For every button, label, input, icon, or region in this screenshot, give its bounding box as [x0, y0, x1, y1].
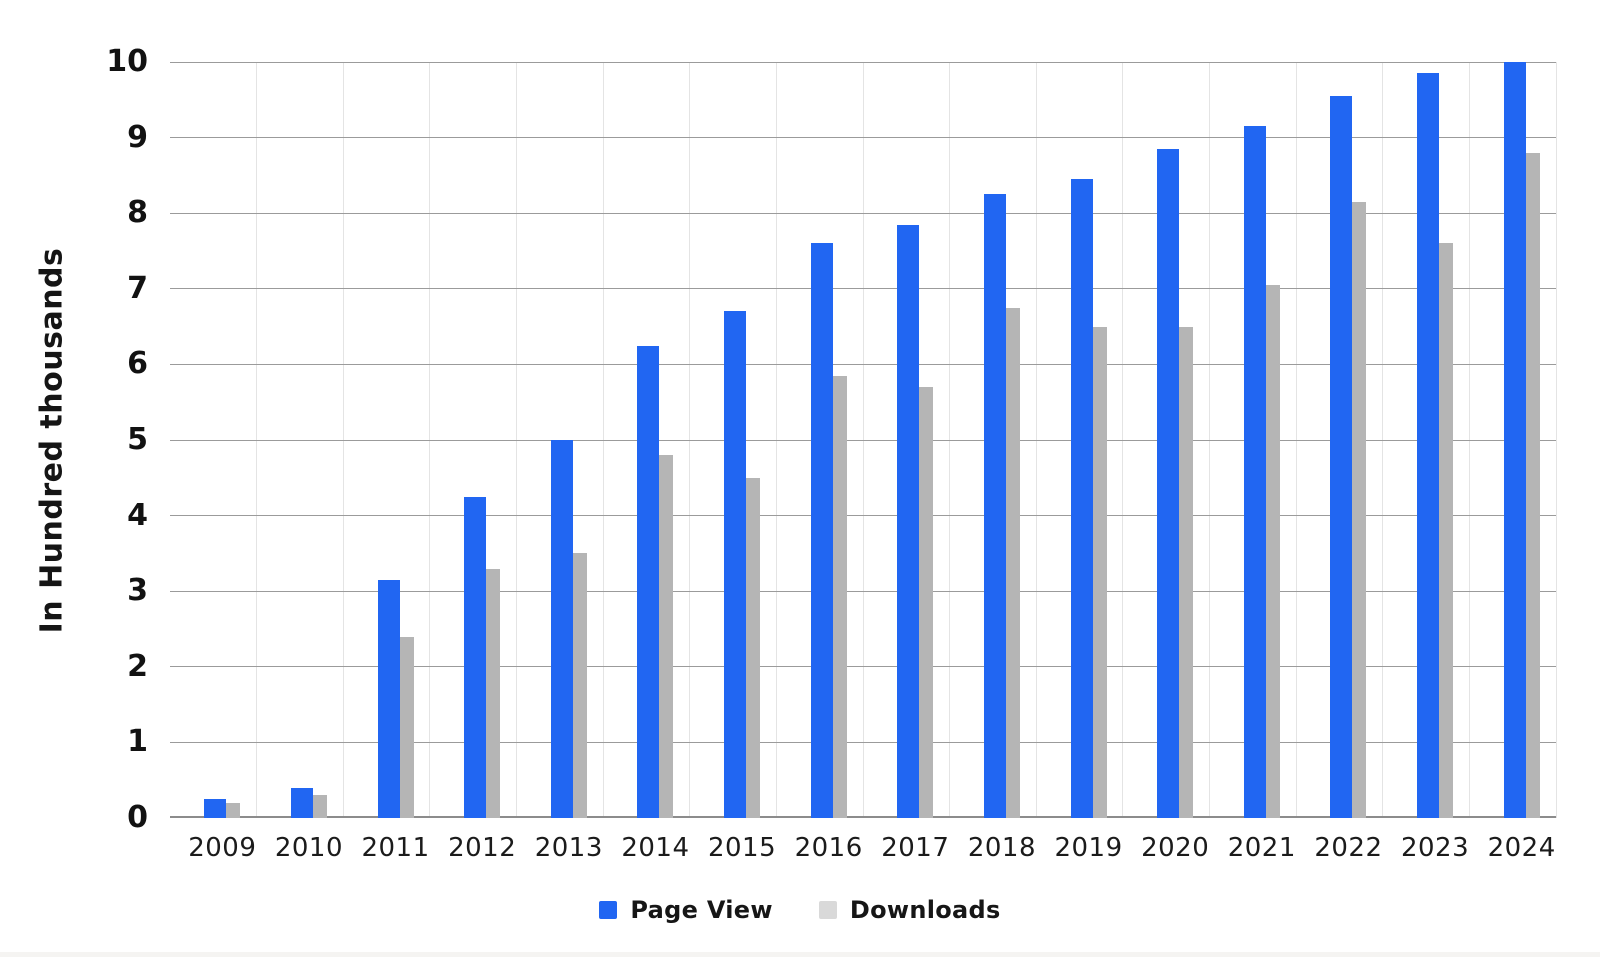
- bar-page-view-2022[interactable]: [1330, 96, 1353, 818]
- y-tick-label: 2: [127, 648, 148, 684]
- bar-downloads-2021[interactable]: [1265, 285, 1280, 818]
- x-tick-label-2014: 2014: [621, 833, 690, 863]
- bar-downloads-2022[interactable]: [1352, 201, 1367, 818]
- bar-downloads-2012[interactable]: [486, 568, 501, 818]
- plot-area: [170, 61, 1557, 818]
- gridline-horizontal: [170, 515, 1556, 517]
- page-view-swatch-icon: [599, 901, 618, 919]
- y-tick-label: 8: [127, 195, 148, 231]
- legend-item-page-view[interactable]: Page View: [599, 896, 773, 924]
- bar-downloads-2020[interactable]: [1179, 326, 1194, 818]
- x-tick-label-2024: 2024: [1487, 833, 1556, 863]
- x-tick-label-2019: 2019: [1054, 833, 1123, 863]
- legend-label-downloads: Downloads: [849, 896, 1001, 924]
- y-tick-label: 0: [127, 800, 148, 835]
- bar-page-view-2023[interactable]: [1417, 73, 1440, 818]
- x-tick-label-2023: 2023: [1400, 833, 1470, 863]
- x-tick-label-2016: 2016: [794, 833, 863, 863]
- y-tick-label: 1: [127, 724, 148, 760]
- legend-item-downloads[interactable]: Downloads: [818, 896, 1001, 924]
- bar-downloads-2019[interactable]: [1092, 326, 1107, 818]
- y-tick-label: 4: [127, 497, 148, 533]
- gridline-horizontal: [170, 666, 1556, 668]
- y-tick-label: 5: [127, 422, 148, 457]
- bar-downloads-2014[interactable]: [659, 455, 674, 818]
- bar-downloads-2018[interactable]: [1005, 307, 1020, 818]
- bar-downloads-2016[interactable]: [832, 375, 847, 818]
- gridline-horizontal: [170, 439, 1556, 441]
- gridline-horizontal: [170, 61, 1556, 63]
- bar-page-view-2019[interactable]: [1070, 179, 1093, 818]
- x-tick-label-2015: 2015: [707, 833, 777, 863]
- downloads-swatch-icon: [818, 901, 837, 919]
- y-tick-label: 6: [127, 346, 148, 382]
- gridline-horizontal: [170, 288, 1556, 290]
- bottom-strip: [0, 952, 1600, 957]
- bar-downloads-2015[interactable]: [746, 477, 761, 818]
- bar-page-view-2011[interactable]: [377, 579, 400, 818]
- x-axis-line: [170, 816, 1556, 818]
- gridline-horizontal: [170, 590, 1556, 592]
- x-tick-label-2013: 2013: [534, 833, 603, 863]
- bar-page-view-2020[interactable]: [1157, 148, 1180, 818]
- bar-page-view-2016[interactable]: [810, 243, 833, 818]
- legend: Page View Downloads: [0, 896, 1600, 924]
- bar-downloads-2017[interactable]: [919, 387, 934, 818]
- y-tick-label: 9: [127, 119, 148, 155]
- bar-page-view-2021[interactable]: [1243, 126, 1266, 818]
- y-tick-label: 7: [127, 270, 148, 306]
- bar-page-view-2009[interactable]: [204, 799, 227, 818]
- bar-page-view-2010[interactable]: [290, 787, 313, 818]
- bar-page-view-2017[interactable]: [897, 224, 920, 818]
- x-tick-label-2021: 2021: [1227, 833, 1296, 863]
- x-tick-label-2011: 2011: [361, 833, 430, 863]
- gridline-horizontal: [170, 137, 1556, 139]
- x-tick-label-2020: 2020: [1141, 833, 1210, 863]
- gridline-horizontal: [170, 212, 1556, 214]
- bar-downloads-2023[interactable]: [1439, 243, 1454, 818]
- y-tick-label: 10: [106, 44, 148, 79]
- bar-page-view-2013[interactable]: [550, 440, 573, 818]
- bar-downloads-2013[interactable]: [572, 553, 587, 818]
- x-tick-label-2010: 2010: [274, 833, 344, 863]
- bar-page-view-2012[interactable]: [464, 496, 487, 818]
- y-tick-label: 3: [127, 573, 148, 609]
- bar-page-view-2024[interactable]: [1503, 62, 1526, 818]
- bar-page-view-2015[interactable]: [724, 311, 747, 818]
- x-tick-label-2009: 2009: [188, 833, 257, 863]
- bar-downloads-2009[interactable]: [226, 802, 241, 818]
- bar-downloads-2011[interactable]: [399, 636, 414, 818]
- gridline-horizontal: [170, 741, 1556, 743]
- x-tick-label-2017: 2017: [881, 833, 950, 863]
- bar-downloads-2024[interactable]: [1525, 152, 1540, 818]
- bar-page-view-2018[interactable]: [983, 194, 1006, 818]
- gridline-vertical: [1555, 62, 1557, 818]
- x-tick-label-2018: 2018: [967, 833, 1037, 863]
- bar-downloads-2010[interactable]: [312, 795, 327, 818]
- x-tick-label-2022: 2022: [1314, 833, 1383, 863]
- legend-label-page-view: Page View: [630, 896, 773, 924]
- bar-page-view-2014[interactable]: [637, 345, 660, 818]
- gridline-horizontal: [170, 363, 1556, 365]
- x-tick-label-2012: 2012: [448, 833, 517, 863]
